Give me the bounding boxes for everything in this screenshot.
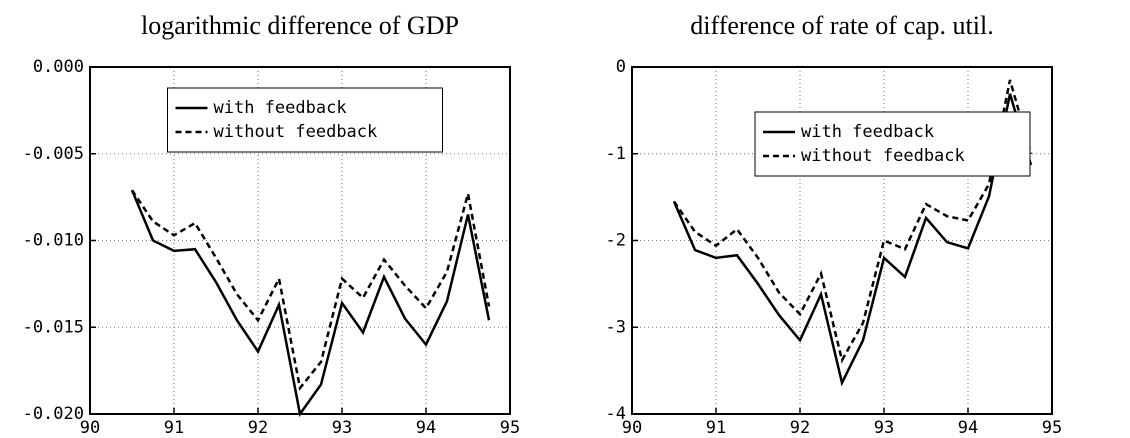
data-line: [672, 93, 1033, 387]
y-tick-label: -0.005: [23, 144, 84, 164]
x-tick-label: 91: [706, 418, 726, 438]
data-line: [672, 79, 1033, 364]
x-tick-label: 93: [332, 418, 352, 438]
x-tick-label: 92: [248, 418, 268, 438]
y-tick-label: -1: [606, 144, 626, 164]
y-tick-label: -4: [606, 404, 626, 424]
data-line: [130, 189, 491, 418]
plot-frame: [631, 66, 1053, 415]
legend-label: without feedback: [214, 122, 378, 142]
x-tick-label: 94: [416, 418, 436, 438]
x-tick-label: 95: [500, 418, 520, 438]
x-tick-label: 95: [1042, 418, 1062, 438]
x-tick-label: 90: [622, 418, 642, 438]
legend-label: with feedback: [801, 122, 934, 142]
x-tick-label: 91: [164, 418, 184, 438]
y-tick-label: -3: [606, 317, 626, 337]
chart-title: logarithmic difference of GDP: [141, 11, 459, 40]
y-tick-label: 0: [616, 57, 626, 77]
y-tick-label: -0.015: [23, 317, 84, 337]
legend-box: [754, 111, 1031, 177]
legend-label: without feedback: [801, 146, 965, 166]
y-tick-label: -0.020: [23, 404, 84, 424]
legend-label: with feedback: [214, 98, 347, 118]
x-tick-label: 93: [874, 418, 894, 438]
chart-title: difference of rate of cap. util.: [690, 11, 993, 40]
legend-box: [167, 87, 443, 153]
y-tick-label: -0.010: [23, 231, 84, 251]
x-tick-label: 90: [80, 418, 100, 438]
x-tick-label: 94: [958, 418, 978, 438]
y-tick-label: -2: [606, 231, 626, 251]
plot: logarithmic difference of GDP 90 91 92 93 94 9…: [23, 11, 521, 438]
plot: difference of rate of cap. util. 90 91 92 93…: [606, 11, 1063, 438]
data-line: [130, 189, 491, 391]
x-tick-label: 92: [790, 418, 810, 438]
y-tick-label: 0.000: [33, 57, 84, 77]
